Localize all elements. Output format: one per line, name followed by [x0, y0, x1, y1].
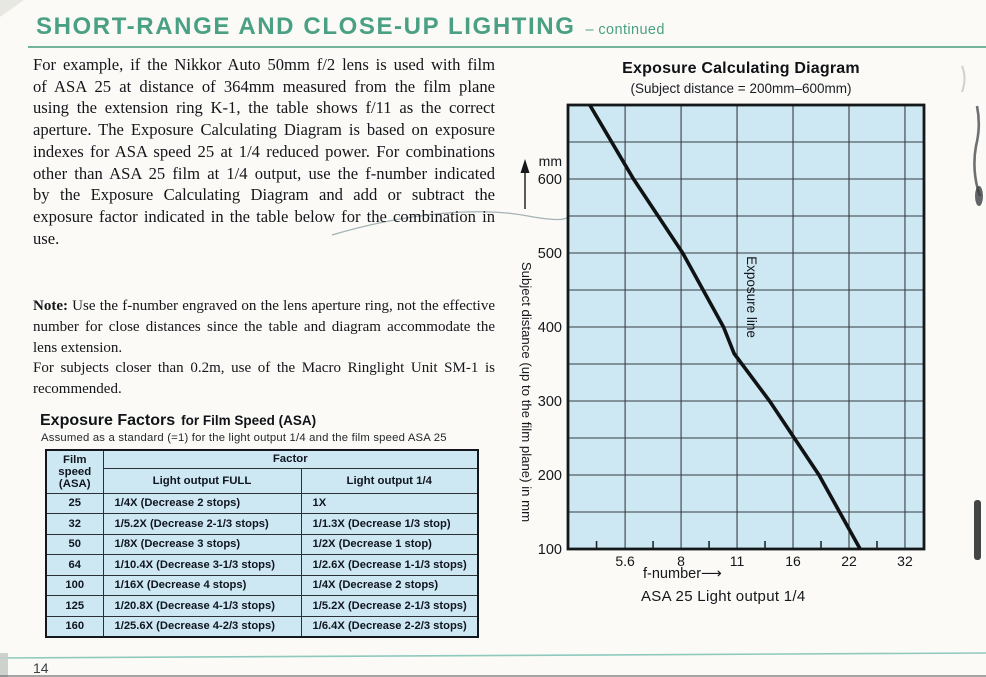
- table-heading: Exposure Factors for Film Speed (ASA): [40, 412, 316, 430]
- x-axis-label: f-number: [643, 566, 702, 582]
- x-tick-label: 16: [785, 553, 801, 569]
- table-row: 100 1/16X (Decrease 4 stops) 1/4X (Decreas…: [45, 574, 479, 596]
- table-row: 160 1/25.6X (Decrease 4-2/3 stops) 1/6.4X …: [45, 615, 479, 637]
- x-tick-label: 8: [677, 553, 685, 569]
- y-tick-label: 300: [538, 394, 562, 410]
- cell-factor-full: 1/25.6X (Decrease 4-2/3 stops): [102, 615, 302, 637]
- note-label: Note:: [33, 298, 68, 314]
- body-paragraph: For example, if the Nikkor Auto 50mm f/2…: [33, 55, 495, 248]
- table-heading-main: Exposure Factors: [40, 412, 176, 429]
- corner-shade: [0, 0, 24, 17]
- plot-border: [566, 103, 926, 551]
- table-row: 64 1/10.4X (Decrease 3-1/3 stops) 1/2.6X (…: [45, 554, 479, 576]
- y-axis-label: Subject distance (up to the film plane) …: [519, 262, 534, 522]
- header-rule: [28, 46, 986, 48]
- exposure-line: [588, 104, 862, 550]
- note-block: Note: Use the f-number engraved on the l…: [33, 296, 495, 400]
- cell-film-speed: 64: [45, 554, 104, 576]
- x-tick-label: 11: [730, 553, 745, 569]
- page-number: 14: [33, 660, 49, 676]
- right-arrow-icon: ⟶: [701, 566, 722, 582]
- x-axis-caption: f-number⟶: [643, 566, 722, 582]
- cell-film-speed: 125: [45, 595, 104, 617]
- cell-factor-quarter: 1/5.2X (Decrease 2-1/3 stops): [300, 595, 479, 617]
- corner-mark-bottom: [0, 653, 8, 677]
- col-header-factor: Factor: [102, 449, 479, 469]
- table-row: 50 1/8X (Decrease 3 stops) 1/2X (Decrease …: [45, 533, 479, 555]
- cell-factor-quarter: 1/6.4X (Decrease 2-2/3 stops): [300, 615, 479, 637]
- cell-factor-full: 1/4X (Decrease 2 stops): [102, 492, 302, 514]
- cell-film-speed: 25: [45, 492, 104, 514]
- cell-film-speed: 160: [45, 615, 104, 637]
- table-row: 125 1/20.8X (Decrease 4-1/3 stops) 1/5.2X …: [45, 595, 479, 617]
- cell-film-speed: 100: [45, 574, 104, 596]
- table-row: 25 1/4X (Decrease 2 stops) 1X: [45, 492, 479, 514]
- factors-table-body: 25 1/4X (Decrease 2 stops) 1X 32 1/5.2X (Dec…: [45, 492, 479, 637]
- y-axis-unit: mm: [539, 153, 562, 169]
- cell-factor-full: 1/5.2X (Decrease 2-1/3 stops): [102, 513, 302, 535]
- note-text: Use the f-number engraved on the lens ap…: [33, 298, 495, 356]
- col-header-light-quarter: Light output 1/4: [300, 467, 479, 494]
- table-heading-rest: for Film Speed (ASA): [181, 413, 317, 428]
- cell-film-speed: 50: [45, 533, 104, 555]
- col-header-light-full: Light output FULL: [102, 467, 302, 494]
- cell-factor-quarter: 1/4X (Decrease 2 stops): [300, 574, 479, 596]
- page-header: SHORT-RANGE AND CLOSE-UP LIGHTING – conti…: [36, 13, 665, 41]
- edge-mark-top: [961, 65, 966, 93]
- exposure-line-label: Exposure line: [744, 256, 759, 338]
- y-tick-label: 600: [538, 172, 562, 188]
- cell-factor-full: 1/10.4X (Decrease 3-1/3 stops): [102, 554, 302, 576]
- chart-caption: ASA 25 Light output 1/4: [641, 588, 806, 605]
- x-tick-label: 32: [897, 553, 913, 569]
- exposure-factors-table: Film speed (ASA) Factor Light output FUL…: [45, 449, 479, 638]
- y-tick-label: 100: [538, 542, 562, 558]
- page-title: SHORT-RANGE AND CLOSE-UP LIGHTING: [36, 13, 576, 40]
- table-subheading: Assumed as a standard (=1) for the light…: [41, 432, 447, 444]
- y-tick-label: 400: [538, 320, 562, 336]
- x-tick-label: 22: [841, 553, 857, 569]
- cell-factor-full: 1/8X (Decrease 3 stops): [102, 533, 302, 555]
- cell-factor-quarter: 1/2X (Decrease 1 stop): [300, 533, 479, 555]
- note-paragraph-2: For subjects closer than 0.2m, use of th…: [33, 360, 495, 398]
- cell-film-speed: 32: [45, 513, 104, 535]
- cell-factor-quarter: 1X: [300, 492, 479, 514]
- cell-factor-quarter: 1/1.3X (Decrease 1/3 stop): [300, 513, 479, 535]
- y-tick-label: 200: [538, 468, 562, 484]
- chart-subtitle: (Subject distance = 200mm–600mm): [630, 81, 852, 96]
- note-paragraph: Note: Use the f-number engraved on the l…: [33, 296, 495, 358]
- table-row: 32 1/5.2X (Decrease 2-1/3 stops) 1/1.3X (D…: [45, 513, 479, 535]
- exposure-calculating-diagram: 5.6 8 11 16 22 32 600 500 400 300 200 100 mm Subject …: [519, 103, 926, 569]
- footer-rule: [0, 652, 986, 659]
- cell-factor-quarter: 1/2.6X (Decrease 1-1/3 stops): [300, 554, 479, 576]
- y-tick-label: 500: [538, 246, 562, 262]
- col-header-film-speed: Film speed (ASA): [45, 449, 104, 494]
- page-title-continued: – continued: [585, 22, 665, 38]
- chart-title: Exposure Calculating Diagram: [622, 60, 860, 77]
- x-tick-label: 5.6: [615, 553, 635, 569]
- up-arrow-icon: [520, 159, 530, 173]
- cell-factor-full: 1/20.8X (Decrease 4-1/3 stops): [102, 595, 302, 617]
- cell-factor-full: 1/16X (Decrease 4 stops): [102, 574, 302, 596]
